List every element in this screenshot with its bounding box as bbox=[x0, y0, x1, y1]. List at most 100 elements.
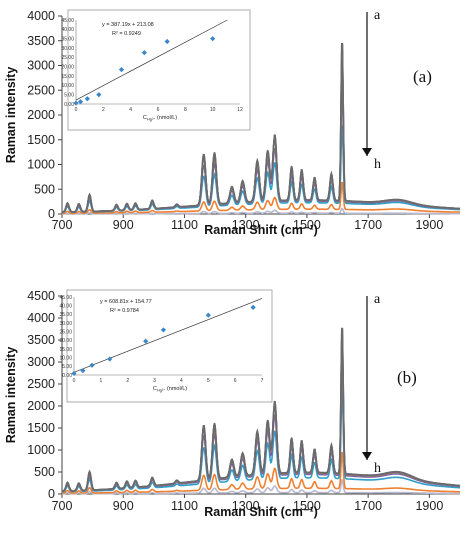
inset-y-tick-label: 35.00 bbox=[59, 312, 72, 318]
x-tick-label: 1700 bbox=[354, 218, 382, 232]
inset-y-tick-label: 30.00 bbox=[61, 46, 74, 52]
y-tick-label: 3000 bbox=[27, 355, 55, 369]
inset-y-tick-label: 0.00 bbox=[64, 102, 74, 108]
x-tick-label: 700 bbox=[52, 218, 73, 232]
y-tick-label: 4000 bbox=[27, 311, 55, 325]
y-tick-label: 500 bbox=[34, 465, 55, 479]
y-tick-label: 1500 bbox=[27, 133, 55, 147]
inset-y-tick-label: 10.00 bbox=[61, 83, 74, 89]
x-tick-label: 1900 bbox=[415, 218, 443, 232]
y-tick-label: 1000 bbox=[27, 158, 55, 172]
inset-x-tick-label: 8 bbox=[184, 107, 187, 113]
inset-y-tick-label: 10.00 bbox=[59, 355, 72, 361]
arrow-label-top: a bbox=[374, 292, 381, 307]
panel-label: (a) bbox=[413, 67, 432, 86]
chart-panel-a: 0 500 1000 1500 2000 2500 3000 3500 4000 700 900 11… bbox=[4, 8, 461, 237]
inset-data-point bbox=[205, 312, 211, 318]
y-axis-title: Raman intensity bbox=[4, 67, 18, 164]
x-tick-label: 1300 bbox=[232, 218, 260, 232]
inset-y-tick-label: 40.00 bbox=[61, 27, 74, 33]
spectrum-line-2 bbox=[62, 182, 460, 215]
x-axis-title: Raman Shift (cm⁻¹) bbox=[204, 223, 318, 237]
y-tick-label: 2000 bbox=[27, 108, 55, 122]
panel-label: (b) bbox=[397, 368, 417, 387]
x-tick-label: 1500 bbox=[293, 499, 321, 513]
inset-x-tick-label: 4 bbox=[129, 107, 132, 113]
y-tick-label: 2000 bbox=[27, 399, 55, 413]
inset-x-axis-title: CHg²⁺ (nmol/L) bbox=[153, 386, 187, 393]
inset-y-tick-label: 20.00 bbox=[61, 64, 74, 70]
inset-y-tick-label: 15.00 bbox=[59, 347, 72, 353]
inset-data-point bbox=[118, 67, 125, 73]
inset-data-point bbox=[96, 92, 102, 98]
x-tick-label: 1500 bbox=[293, 218, 321, 232]
inset-x-tick-label: 3 bbox=[153, 378, 156, 384]
inset-x-tick-label: 12 bbox=[237, 107, 243, 113]
arrow-head-icon bbox=[362, 452, 372, 460]
inset-x-tick-label: 10 bbox=[210, 107, 216, 113]
y-axis-title: Raman intensity bbox=[4, 347, 18, 444]
y-tick-label: 3500 bbox=[27, 333, 55, 347]
y-tick-label: 2500 bbox=[27, 83, 55, 97]
inset-data-point bbox=[164, 38, 170, 45]
inset-y-tick-label: 30.00 bbox=[59, 321, 72, 327]
x-tick-label: 1900 bbox=[415, 499, 443, 513]
inset-y-tick-label: 20.00 bbox=[59, 338, 72, 344]
spectrum-line-8 bbox=[62, 327, 460, 492]
y-tick-label: 3000 bbox=[27, 59, 55, 73]
y-tick-label: 4000 bbox=[27, 9, 55, 23]
inset-data-point bbox=[84, 96, 90, 102]
inset-x-tick-label: 0 bbox=[73, 378, 76, 384]
spectrum-line-1 bbox=[62, 207, 460, 215]
inset-x-tick-label: 5 bbox=[207, 378, 210, 384]
inset-y-tick-label: 0.00 bbox=[62, 373, 72, 379]
inset-y-tick-label: 45.00 bbox=[61, 18, 74, 24]
inset-y-tick-label: 40.00 bbox=[59, 303, 72, 309]
inset-x-tick-label: 2 bbox=[126, 378, 129, 384]
x-tick-label: 700 bbox=[52, 499, 73, 513]
y-tick-label: 2500 bbox=[27, 377, 55, 391]
inset-x-tick-label: 6 bbox=[234, 378, 237, 384]
inset-fit-line bbox=[75, 19, 228, 101]
x-tick-label: 900 bbox=[113, 218, 134, 232]
inset-frame bbox=[66, 289, 273, 403]
arrow-label-bottom: h bbox=[374, 461, 381, 476]
inset-data-point bbox=[107, 356, 113, 362]
inset-data-point bbox=[73, 100, 79, 106]
inset-data-point bbox=[143, 338, 149, 344]
inset-y-tick-label: 25.00 bbox=[59, 329, 72, 335]
inset-frame bbox=[67, 9, 251, 131]
spectrum-line-3 bbox=[61, 391, 460, 493]
inset-y-tick-label: 35.00 bbox=[61, 36, 74, 42]
x-tick-label: 1300 bbox=[232, 499, 260, 513]
inset-x-tick-label: 7 bbox=[261, 378, 264, 384]
inset-x-axis-title: CHg²⁺ (nmol/L) bbox=[143, 115, 177, 122]
inset-data-point bbox=[77, 99, 84, 105]
y-tick-label: 3500 bbox=[27, 34, 55, 48]
spectrum-line-2 bbox=[62, 451, 460, 495]
x-tick-label: 1700 bbox=[354, 499, 382, 513]
inset-data-point bbox=[160, 327, 167, 333]
spectrum-line-8 bbox=[62, 43, 461, 213]
y-tick-label: 0 bbox=[48, 487, 55, 501]
x-tick-label: 1100 bbox=[171, 218, 198, 232]
inset-r-squared: R² = 0.9249 bbox=[112, 31, 141, 37]
inset-x-tick-label: 4 bbox=[180, 378, 183, 384]
inset-r-squared: R² = 0.9784 bbox=[110, 308, 139, 314]
inset-data-point bbox=[210, 36, 216, 42]
x-axis-title: Raman Shift (cm⁻¹) bbox=[204, 505, 318, 519]
inset-x-tick-label: 0 bbox=[75, 107, 78, 113]
spectrum-line-1 bbox=[62, 479, 460, 495]
inset-x-tick-label: 6 bbox=[157, 107, 160, 113]
inset-equation: y = 608.81x + 154.77 bbox=[100, 299, 152, 305]
chart-panel-b: 0 500 1000 1500 2000 2500 3000 3500 4000 4500 700 9… bbox=[4, 289, 461, 519]
inset-x-tick-label: 2 bbox=[102, 107, 105, 113]
inset-y-tick-label: 25.00 bbox=[61, 55, 74, 61]
y-tick-label: 4500 bbox=[27, 289, 55, 303]
inset-y-tick-label: 5.00 bbox=[64, 92, 74, 98]
x-tick-label: 1100 bbox=[171, 499, 198, 513]
y-tick-label: 1500 bbox=[27, 421, 55, 435]
y-tick-label: 0 bbox=[48, 207, 55, 221]
arrow-head-icon bbox=[362, 148, 372, 156]
